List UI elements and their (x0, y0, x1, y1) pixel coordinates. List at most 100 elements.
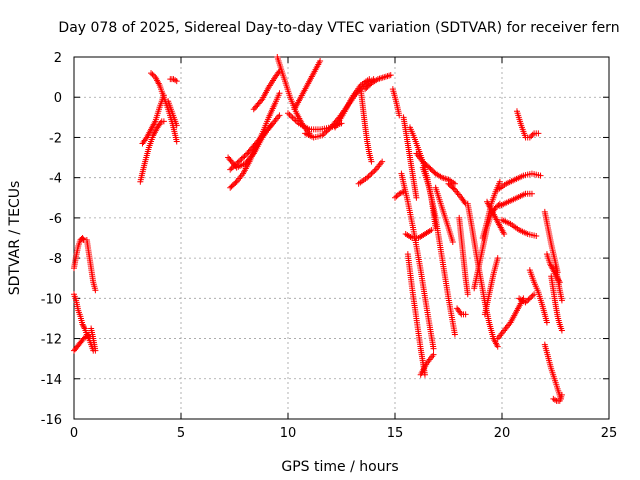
chart-title: Day 078 of 2025, Sidereal Day-to-day VTE… (58, 20, 619, 36)
data-point-fill (275, 92, 282, 99)
data-point-fill (240, 154, 247, 161)
data-point-fill (449, 237, 456, 244)
data-point-fill (533, 130, 540, 137)
data-point-fill (403, 132, 410, 139)
data-point-fill (408, 283, 415, 290)
plot-frame (73, 56, 610, 420)
data-point-fill (543, 317, 550, 324)
data-point-fill (423, 162, 430, 169)
series-track-05 (88, 325, 99, 354)
data-point (235, 158, 242, 165)
data-point-fill (506, 321, 513, 328)
data-point-fill (423, 305, 430, 312)
data-point-fill (535, 172, 542, 179)
series-track-25 (400, 114, 420, 201)
data-point-fill (529, 292, 536, 299)
data-point-fill (432, 212, 439, 219)
series-track-30 (417, 351, 437, 378)
data-point (285, 110, 291, 117)
data-point-fill (489, 333, 496, 340)
data-point-fill (397, 190, 404, 197)
data-point-fill (513, 309, 520, 316)
series-track-20 (357, 86, 375, 165)
data-point-fill (275, 113, 282, 120)
data-point-fill (379, 74, 386, 81)
series-track-39 (481, 255, 501, 318)
series-track-40 (479, 178, 503, 241)
y-tick-label: 0 (54, 91, 62, 106)
data-point-fill (413, 235, 420, 241)
data-point (392, 194, 398, 201)
data-point-fill (232, 179, 239, 186)
data-point-fill (522, 230, 529, 237)
data-point-fill (500, 229, 507, 236)
data-point-fill (80, 324, 87, 331)
series-track-13 (225, 122, 274, 171)
data-point-fill (531, 232, 538, 239)
data-point-fill (168, 108, 175, 115)
data-point-fill (407, 233, 414, 240)
data-point-fill (80, 322, 87, 329)
data-points (71, 54, 565, 404)
data-point-fill (399, 189, 406, 196)
y-tick-label: -8 (49, 252, 62, 267)
data-point-fill (303, 83, 310, 90)
y-tick-label: -6 (49, 212, 62, 227)
data-point-fill (413, 192, 420, 199)
data-point-fill (237, 157, 244, 164)
data-point-fill (409, 172, 416, 179)
data-point-fill (238, 172, 245, 179)
data-point-fill (373, 77, 380, 84)
data-point-fill (451, 329, 458, 336)
data-point-fill (286, 92, 293, 99)
data-point-fill (547, 239, 554, 246)
data-point-fill (468, 222, 475, 229)
data-point-fill (172, 77, 179, 84)
data-point-fill (472, 249, 479, 256)
data-point-fill (231, 161, 238, 168)
data-point-fill (85, 249, 92, 256)
data-point-fill (550, 253, 557, 260)
data-point-fill (377, 160, 384, 167)
data-point-fill (365, 173, 372, 180)
data-point-fill (249, 151, 256, 158)
data-point-fill (280, 72, 287, 79)
data-point-fill (438, 252, 445, 259)
series-track-04 (83, 237, 99, 294)
data-point-fill (496, 221, 503, 228)
data-point-fill (503, 199, 510, 206)
series-track-48 (526, 267, 550, 326)
data-point (526, 295, 533, 302)
data-point-fill (524, 134, 531, 141)
data-point-fill (92, 345, 99, 352)
data-point (396, 190, 403, 197)
series-track-06 (137, 118, 167, 185)
data-point-fill (437, 173, 444, 180)
data-point-fill (517, 120, 524, 127)
axis-ticks: 0 5 10 15 20 25 -16 -14 -12 -10 -8 -6 -4 -2 0 2 (41, 51, 618, 441)
series-track-14 (250, 68, 283, 113)
data-point-fill (286, 111, 293, 118)
data-point-fill (461, 199, 468, 206)
data-point-fill (485, 293, 492, 300)
data-point-fill (145, 146, 152, 153)
series-track-53 (541, 341, 564, 402)
data-point-fill (552, 299, 559, 306)
data-point-fill (304, 125, 311, 132)
series-track-26 (398, 170, 437, 352)
data-point-fill (539, 301, 546, 308)
data-point-fill (420, 231, 427, 238)
data-point-fill (487, 205, 494, 212)
data-point-fill (417, 265, 424, 272)
data-point-fill (72, 346, 79, 353)
data-point-fill (534, 287, 541, 294)
data-point-fill (449, 184, 456, 191)
data-point-fill (84, 332, 91, 339)
data-point-fill (264, 116, 271, 123)
series-track-35 (454, 305, 469, 318)
data-point-fill (339, 112, 346, 119)
y-tick-label: -2 (49, 131, 62, 146)
data-point-fill (410, 228, 417, 235)
data-point-fill (173, 136, 180, 143)
data-point-fill (546, 259, 553, 266)
